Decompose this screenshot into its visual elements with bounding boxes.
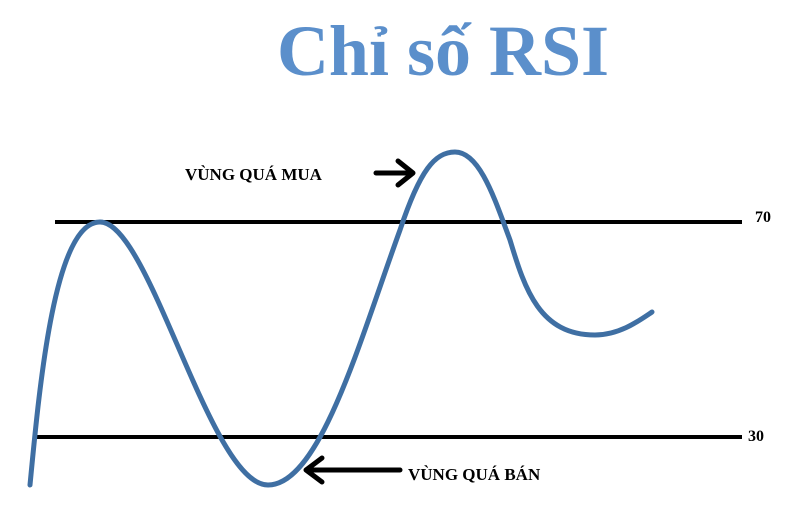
- level-70-label: 70: [755, 209, 771, 226]
- oversold-label: VÙNG QUÁ BÁN: [408, 465, 541, 484]
- level-30-label: 30: [748, 428, 764, 445]
- diagram-title: Chỉ số RSI: [277, 11, 609, 91]
- arrow-right-icon: [373, 158, 416, 188]
- arrow-left-icon: [303, 455, 403, 485]
- rsi-curve: [27, 149, 655, 488]
- overbought-label: VÙNG QUÁ MUA: [185, 165, 323, 184]
